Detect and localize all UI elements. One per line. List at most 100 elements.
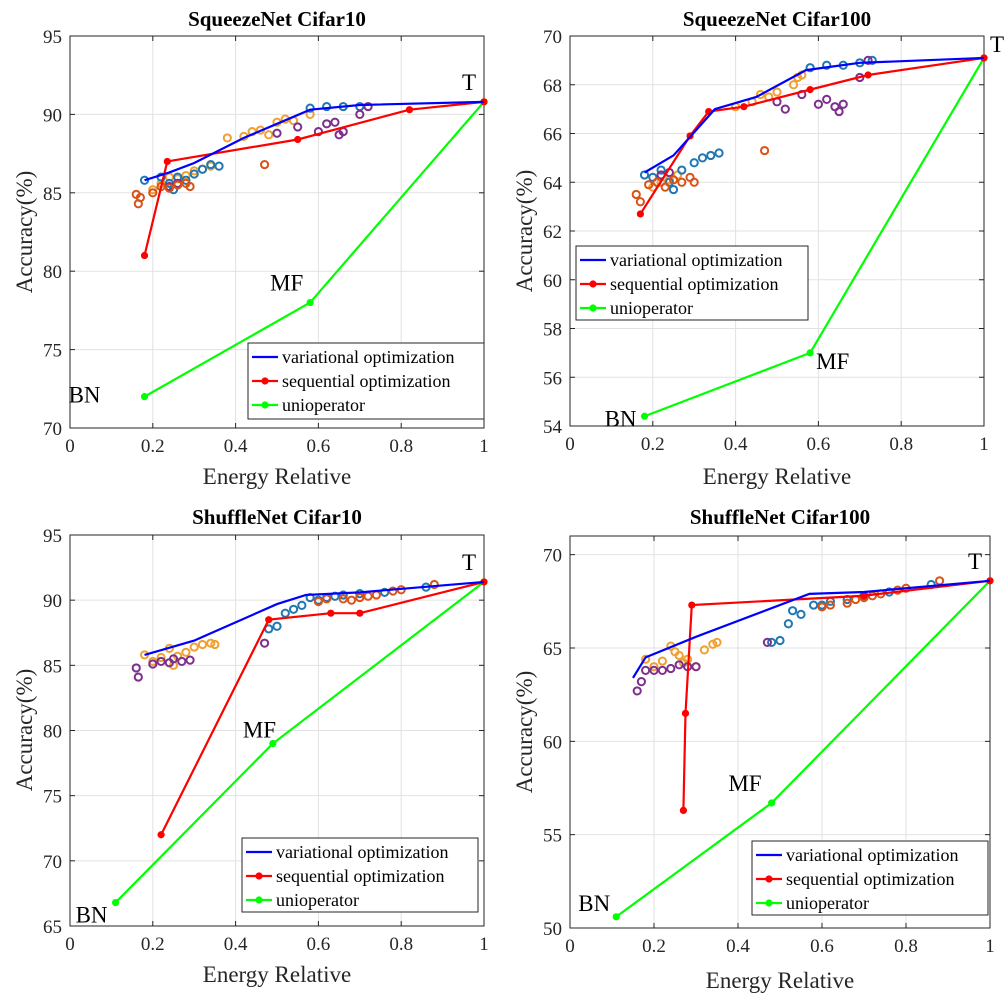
legend-marker	[589, 280, 597, 288]
series-point	[265, 616, 273, 624]
series-point	[860, 592, 868, 600]
x-tick-label: 1	[479, 934, 489, 955]
scatter-point	[788, 606, 798, 616]
x-axis-label: Energy Relative	[706, 968, 854, 993]
scatter-point	[322, 594, 332, 604]
scatter-point	[338, 594, 348, 604]
scatter-point	[691, 662, 701, 672]
scatter-point	[222, 133, 232, 143]
scatter-point	[780, 104, 790, 114]
annotation-t: T	[462, 550, 476, 575]
x-tick-label: 0.4	[726, 936, 750, 957]
series-point	[768, 799, 776, 807]
scatter-point	[164, 183, 174, 193]
scatter-point	[767, 637, 777, 648]
scatter-point	[164, 178, 174, 188]
scatter-point	[641, 665, 651, 676]
y-tick-label: 75	[43, 341, 62, 362]
series-line-variational-optimization	[632, 579, 991, 679]
series-point	[405, 106, 414, 114]
scatter-point	[313, 596, 323, 607]
series-point	[140, 251, 149, 260]
scatter-point	[185, 181, 195, 192]
scatter-point	[822, 94, 832, 104]
legend-label: unioperator	[282, 395, 365, 415]
scatter-point	[131, 663, 141, 673]
x-tick-label: 0	[565, 936, 575, 957]
legend: variational optimization sequential optim…	[575, 245, 809, 321]
scatter-point	[657, 656, 668, 666]
series-point	[636, 210, 644, 218]
y-tick-label: 60	[543, 271, 562, 292]
x-tick-label: 0.6	[807, 434, 831, 455]
scatter-point	[272, 621, 282, 631]
scatter-point	[259, 638, 270, 648]
x-tick-label: 0.6	[810, 936, 834, 957]
y-tick-label: 80	[43, 262, 62, 283]
x-tick-label: 0	[65, 436, 75, 457]
scatter-point	[699, 645, 710, 655]
scatter-point	[206, 159, 216, 170]
scatter-point	[697, 153, 708, 163]
scatter-point	[388, 586, 398, 596]
scatter-point	[714, 148, 724, 158]
scatter-point	[259, 159, 270, 170]
legend: variational optimization sequential optim…	[247, 342, 485, 420]
scatter-point	[809, 600, 819, 610]
scatter-point	[429, 579, 439, 590]
y-tick-label: 58	[543, 320, 562, 341]
scatter-point	[755, 89, 766, 100]
scatter-point	[632, 686, 642, 696]
scatter-point	[214, 161, 224, 171]
x-tick-label: 0.4	[224, 436, 248, 457]
scatter-point	[863, 55, 873, 65]
x-tick-label: 0.2	[141, 934, 165, 955]
scatter-point	[355, 589, 365, 599]
axes-frame	[69, 35, 485, 429]
y-tick-label: 85	[43, 656, 62, 677]
scatter-point	[133, 672, 143, 682]
x-axis-label: Energy Relative	[203, 464, 351, 489]
y-tick-label: 70	[543, 546, 562, 567]
legend-label: variational optimization	[276, 842, 448, 862]
legend-label: sequential optimization	[610, 274, 778, 294]
x-tick-label: 1	[979, 434, 989, 455]
scatter-point	[668, 175, 679, 185]
scatter-point	[674, 650, 684, 661]
series-point	[140, 393, 149, 401]
scatter-point	[346, 595, 357, 605]
y-tick-label: 65	[43, 917, 62, 938]
chart-panel-shufflenet-cifar10: ShuffleNet Cifar10 Energy Relative Accur…	[12, 505, 489, 987]
scatter-point	[822, 60, 832, 70]
scatter-point	[148, 185, 158, 195]
scatter-point	[772, 87, 782, 97]
scatter-point	[689, 177, 699, 187]
scatter-point	[173, 180, 183, 190]
scatter-point	[264, 130, 274, 140]
annotation-mf: MF	[270, 271, 303, 296]
scatter-point	[649, 662, 659, 672]
legend-marker	[261, 401, 269, 409]
scatter-point	[657, 665, 668, 676]
scatter-point	[641, 654, 651, 664]
scatter-point	[280, 608, 290, 618]
y-tick-label: 90	[43, 105, 62, 126]
scatter-point	[649, 665, 659, 676]
scatter-point	[783, 619, 794, 629]
legend-marker	[765, 899, 773, 907]
scatter-point	[197, 164, 208, 174]
annotation-mf: MF	[728, 771, 761, 796]
scatter-point	[297, 600, 307, 610]
scatter-point	[363, 101, 373, 112]
chart-title: ShuffleNet Cifar10	[192, 505, 362, 529]
series-line-variational-optimization	[144, 100, 485, 182]
series-point	[806, 349, 814, 357]
scatter-point	[666, 663, 676, 674]
y-tick-label: 70	[543, 27, 562, 48]
scatter-point	[355, 592, 365, 603]
series-point	[806, 86, 814, 94]
scatter-point	[322, 101, 332, 112]
y-tick-label: 65	[543, 639, 562, 660]
x-tick-label: 0	[565, 434, 575, 455]
